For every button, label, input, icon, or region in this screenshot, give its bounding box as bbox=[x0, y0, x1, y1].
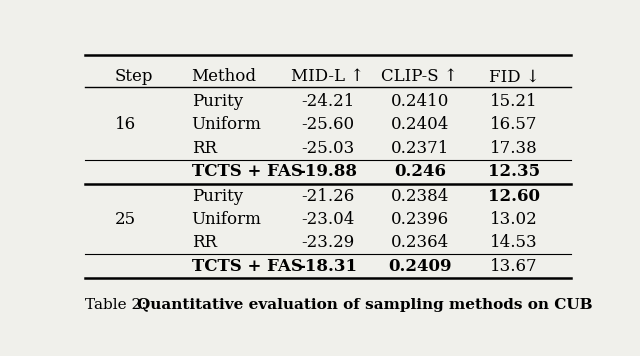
Text: RR: RR bbox=[191, 234, 216, 251]
Text: TCTS + FAS: TCTS + FAS bbox=[191, 163, 303, 180]
Text: MID-L ↑: MID-L ↑ bbox=[291, 68, 365, 85]
Text: 25: 25 bbox=[115, 211, 136, 228]
Text: 12.60: 12.60 bbox=[488, 188, 540, 205]
Text: Uniform: Uniform bbox=[191, 116, 262, 134]
Text: 13.67: 13.67 bbox=[490, 258, 538, 274]
Text: 0.2396: 0.2396 bbox=[390, 211, 449, 228]
Text: 14.53: 14.53 bbox=[490, 234, 538, 251]
Text: 16.57: 16.57 bbox=[490, 116, 538, 134]
Text: -25.60: -25.60 bbox=[301, 116, 355, 134]
Text: 0.2364: 0.2364 bbox=[390, 234, 449, 251]
Text: 0.2384: 0.2384 bbox=[390, 188, 449, 205]
Text: Quantitative evaluation of sampling methods on CUB: Quantitative evaluation of sampling meth… bbox=[137, 298, 593, 312]
Text: -19.88: -19.88 bbox=[298, 163, 358, 180]
Text: -18.31: -18.31 bbox=[298, 258, 358, 274]
Text: Purity: Purity bbox=[191, 93, 243, 110]
Text: 0.2404: 0.2404 bbox=[390, 116, 449, 134]
Text: 12.35: 12.35 bbox=[488, 163, 540, 180]
Text: RR: RR bbox=[191, 140, 216, 157]
Text: Step: Step bbox=[115, 68, 153, 85]
Text: 17.38: 17.38 bbox=[490, 140, 538, 157]
Text: TCTS + FAS: TCTS + FAS bbox=[191, 258, 303, 274]
Text: Table 2:: Table 2: bbox=[85, 298, 151, 312]
Text: Uniform: Uniform bbox=[191, 211, 262, 228]
Text: FID ↓: FID ↓ bbox=[488, 68, 540, 85]
Text: 0.2371: 0.2371 bbox=[390, 140, 449, 157]
Text: 0.246: 0.246 bbox=[394, 163, 446, 180]
Text: 0.2410: 0.2410 bbox=[390, 93, 449, 110]
Text: -24.21: -24.21 bbox=[301, 93, 355, 110]
Text: CLIP-S ↑: CLIP-S ↑ bbox=[381, 68, 458, 85]
Text: 16: 16 bbox=[115, 116, 136, 134]
Text: -23.04: -23.04 bbox=[301, 211, 355, 228]
Text: Method: Method bbox=[191, 68, 257, 85]
Text: -21.26: -21.26 bbox=[301, 188, 355, 205]
Text: 13.02: 13.02 bbox=[490, 211, 538, 228]
Text: 0.2409: 0.2409 bbox=[388, 258, 451, 274]
Text: -25.03: -25.03 bbox=[301, 140, 355, 157]
Text: -23.29: -23.29 bbox=[301, 234, 355, 251]
Text: Purity: Purity bbox=[191, 188, 243, 205]
Text: 15.21: 15.21 bbox=[490, 93, 538, 110]
